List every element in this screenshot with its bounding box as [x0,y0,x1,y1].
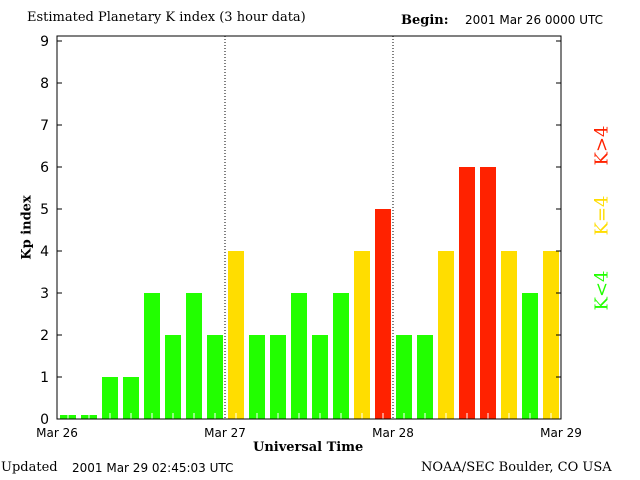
y-tick-label: 0 [40,412,49,428]
footer-updated-label: Updated [1,460,58,475]
begin-value: 2001 Mar 26 0000 UTC [465,13,604,27]
legend-high: K>4 [591,125,613,166]
x-tick-label: Mar 28 [372,426,414,440]
bar [543,251,559,419]
bar [522,293,538,419]
bar [480,167,496,419]
x-tick-label: Mar 26 [36,426,78,440]
x-tick-label: Mar 29 [540,426,582,440]
bar [123,377,139,419]
footer-updated-value: 2001 Mar 29 02:45:03 UTC [72,461,234,475]
bar [312,335,328,419]
chart-title: Estimated Planetary K index (3 hour data… [27,10,306,25]
plot-frame [56,35,562,420]
bar [102,377,118,419]
x-tick-label: Mar 27 [204,426,246,440]
y-tick-label: 9 [40,34,49,50]
bar [291,293,307,419]
bar [165,335,181,419]
y-tick-label: 1 [40,370,49,386]
begin-label: Begin: [401,13,449,28]
bar [249,335,265,419]
bar [207,335,223,419]
bar [417,335,433,419]
bar [228,251,244,419]
legend-low: K<4 [591,270,613,311]
y-tick-label: 6 [40,160,49,176]
y-tick-label: 7 [40,118,49,134]
y-tick-label: 5 [40,202,49,218]
bar [375,209,391,419]
footer-source: NOAA/SEC Boulder, CO USA [421,460,612,475]
bar [333,293,349,419]
y-tick-label: 2 [40,328,49,344]
bar [501,251,517,419]
x-axis-label: Universal Time [253,440,364,455]
bar [186,293,202,419]
bar [354,251,370,419]
bar [438,251,454,419]
y-tick-label: 8 [40,76,49,92]
y-axis-label: Kp index [19,195,35,260]
bar [459,167,475,419]
legend-mid: K=4 [591,195,613,236]
bar [270,335,286,419]
bar [144,293,160,419]
y-tick-label: 3 [40,286,49,302]
bar [396,335,412,419]
y-tick-label: 4 [40,244,49,260]
